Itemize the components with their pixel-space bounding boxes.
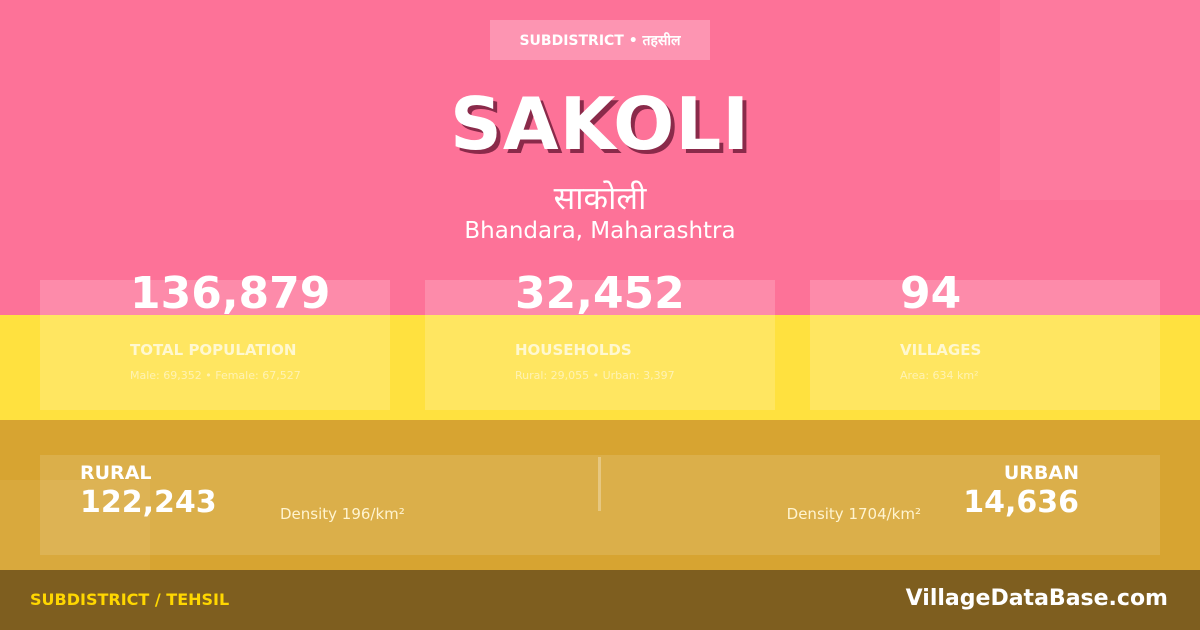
stat-detail: Area: 634 km²	[900, 369, 979, 382]
page-title: SAKOLI	[449, 82, 750, 166]
rural-urban-panel	[40, 455, 1160, 555]
stat-card-households: 32,452 HOUSEHOLDS Rural: 29,055 • Urban:…	[425, 268, 775, 410]
stat-label: VILLAGES	[900, 341, 982, 359]
stat-value: 94	[900, 268, 962, 319]
rural-density: Density 196/km²	[280, 505, 405, 523]
stat-value: 136,879	[130, 268, 331, 319]
stats-band	[0, 315, 1200, 420]
divider	[598, 457, 601, 511]
footer-category: SUBDISTRICT / TEHSIL	[30, 590, 230, 609]
native-name: साकोली	[553, 179, 647, 217]
site-logo[interactable]: VillageDataBase.com	[905, 586, 1168, 611]
rural-value: 122,243	[80, 485, 217, 520]
stat-card-villages: 94 VILLAGES Area: 634 km²	[810, 268, 1160, 410]
stat-label: TOTAL POPULATION	[130, 341, 297, 359]
decor-square	[1000, 0, 1200, 200]
rural-urban-band	[0, 420, 1200, 570]
urban-label: URBAN	[1003, 462, 1079, 484]
stat-label: HOUSEHOLDS	[515, 341, 632, 359]
urban-value: 14,636	[963, 485, 1079, 520]
urban-density: Density 1704/km²	[786, 505, 921, 523]
stat-value: 32,452	[515, 268, 685, 319]
rural-label: RURAL	[80, 462, 152, 484]
stat-card-population: 136,879 TOTAL POPULATION Male: 69,352 • …	[40, 268, 390, 410]
stat-detail: Male: 69,352 • Female: 67,527	[130, 369, 301, 382]
stat-detail: Rural: 29,055 • Urban: 3,397	[515, 369, 675, 382]
decor-square	[0, 480, 150, 570]
footer-band	[0, 570, 1200, 630]
type-badge: SUBDISTRICT • तहसील	[490, 20, 710, 60]
header-band	[0, 0, 1200, 315]
location: Bhandara, Maharashtra	[464, 218, 736, 244]
